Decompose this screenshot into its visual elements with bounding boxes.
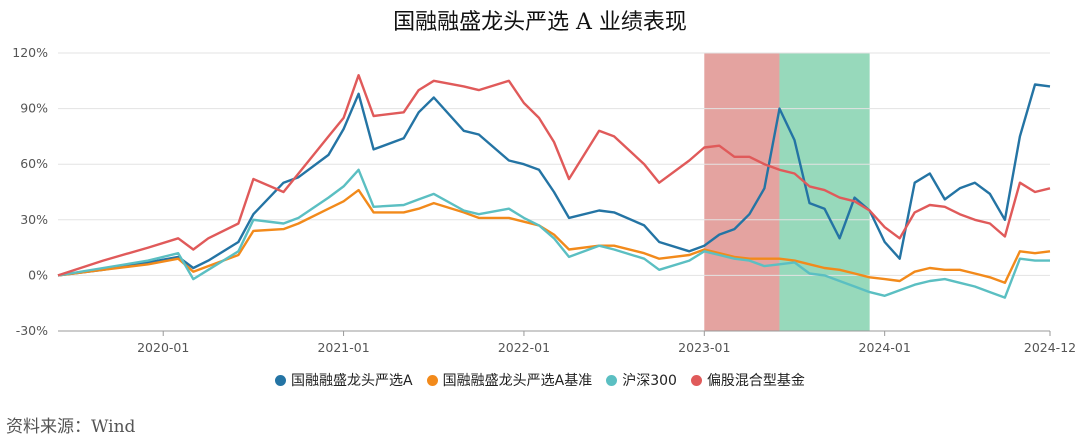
legend-item-1: 国融融盛龙头严选A xyxy=(275,370,413,390)
legend-marker xyxy=(426,374,438,386)
legend-marker xyxy=(690,374,702,386)
x-tick-label: 2024-01 xyxy=(859,340,911,355)
legend-item-4: 偏股混合型基金 xyxy=(690,370,805,390)
chart-title: 国融融盛龙头严选 A 业绩表现 xyxy=(393,10,687,35)
shaded-period-2 xyxy=(779,53,870,331)
series-line-2 xyxy=(57,188,1051,284)
line-chart: 120% 90% 60% 30% 0% -30% 2020-01 2021-01 2022-0… xyxy=(12,45,1076,355)
y-tick-label: 90% xyxy=(20,101,48,116)
y-tick-label: 30% xyxy=(20,212,48,227)
legend-marker xyxy=(606,374,618,386)
y-tick-label: -30% xyxy=(16,323,48,338)
legend-label: 国融融盛龙头严选A基准 xyxy=(442,373,593,389)
legend-item-2: 国融融盛龙头严选A基准 xyxy=(426,370,593,390)
legend-marker xyxy=(275,374,287,386)
series-line-1 xyxy=(57,83,1051,277)
source-note: 资料来源：Wind xyxy=(6,417,136,437)
series-line-3 xyxy=(57,168,1050,299)
y-tick-label: 0% xyxy=(28,267,48,282)
x-tick-label: 2024-12 xyxy=(1024,340,1076,355)
legend-item-3: 沪深300 xyxy=(606,370,677,390)
x-tick-label: 2021-01 xyxy=(317,340,369,355)
y-tick-label: 60% xyxy=(20,156,48,171)
legend-label: 国融融盛龙头严选A xyxy=(291,373,413,389)
y-tick-label: 120% xyxy=(12,45,48,60)
legend: 国融融盛龙头严选A 国融融盛龙头严选A基准 沪深300 偏股混合型基金 xyxy=(0,370,1080,390)
legend-label: 偏股混合型基金 xyxy=(706,373,805,389)
x-tick-label: 2020-01 xyxy=(137,340,189,355)
x-tick-label: 2023-01 xyxy=(678,340,730,355)
shaded-period-1 xyxy=(704,53,780,331)
x-tick-label: 2022-01 xyxy=(498,340,550,355)
legend-label: 沪深300 xyxy=(622,373,677,389)
series-line-4 xyxy=(57,74,1051,277)
